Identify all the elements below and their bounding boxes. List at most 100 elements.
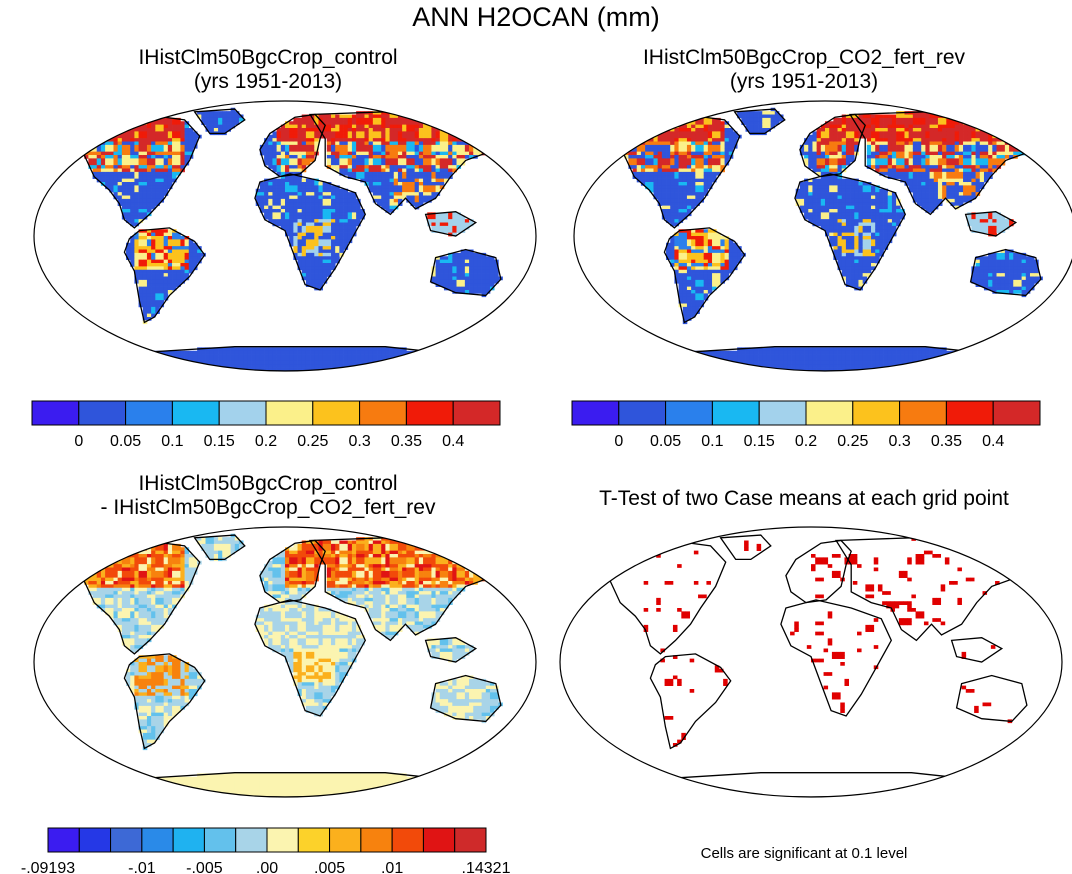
grid-cell: [707, 141, 713, 146]
grid-cell: [134, 131, 139, 136]
grid-cell: [331, 192, 336, 196]
grid-cell: [280, 131, 286, 136]
grid-cell: [670, 178, 675, 183]
grid-cell: [674, 209, 679, 213]
grid-cell: [360, 215, 365, 220]
grid-cell: [389, 185, 395, 190]
grid-cell: [406, 185, 411, 190]
grid-cell: [678, 178, 684, 183]
grid-cell: [385, 151, 390, 156]
grid-cell: [385, 198, 390, 203]
grid-cell: [318, 360, 323, 365]
grid-cell: [494, 263, 499, 267]
grid-cell: [347, 192, 353, 196]
grid-cell: [833, 192, 838, 196]
grid-cell: [406, 161, 411, 166]
grid-cell: [213, 128, 219, 132]
grid-cell: [682, 202, 688, 206]
grid-cell: [473, 279, 478, 284]
grid-cell: [155, 141, 160, 146]
grid-cell: [142, 209, 148, 213]
grid-cell: [829, 151, 834, 156]
grid-cell: [686, 276, 692, 281]
grid-cell: [841, 155, 847, 159]
grid-cell: [498, 128, 503, 132]
grid-cell: [448, 144, 453, 149]
grid-cell: [176, 283, 181, 287]
grid-cell: [804, 155, 809, 159]
grid-cell: [117, 178, 123, 183]
grid-cell: [716, 117, 721, 122]
grid-cell: [381, 360, 386, 365]
grid-cell: [494, 141, 499, 146]
grid-cell: [494, 134, 499, 139]
grid-cell: [134, 205, 139, 210]
grid-cell: [812, 357, 817, 362]
grid-cell: [146, 350, 152, 355]
grid-cell: [393, 364, 399, 368]
grid-cell: [63, 128, 68, 132]
grid-cells: [590, 107, 1043, 371]
grid-cell: [247, 357, 252, 362]
grid-cell: [682, 117, 688, 122]
grid-cell: [113, 138, 119, 142]
grid-cell: [753, 117, 759, 122]
grid-cell: [795, 192, 801, 196]
grid-cell: [829, 367, 834, 371]
grid-cell: [485, 286, 491, 291]
grid-cell: [130, 252, 135, 257]
grid-cell: [293, 360, 298, 365]
grid-cell: [113, 357, 119, 362]
grid-cell: [670, 192, 675, 196]
grid-cell: [113, 144, 119, 149]
grid-cell: [109, 141, 114, 146]
grid-cell: [347, 215, 353, 220]
grid-cell: [397, 134, 403, 139]
grid-cell: [117, 354, 123, 358]
grid-cell: [289, 205, 294, 210]
grid-cell: [473, 286, 478, 291]
grid-cell: [184, 252, 190, 257]
grid-cell: [841, 263, 847, 267]
grid-cell: [389, 205, 395, 210]
grid-cell: [276, 192, 282, 196]
grid-cell: [351, 195, 357, 200]
grid-cell: [301, 236, 307, 240]
grid-cell: [686, 273, 692, 277]
grid-cell: [280, 357, 286, 362]
grid-cell: [389, 195, 395, 200]
grid-cell: [435, 256, 441, 260]
grid-cell: [368, 161, 374, 166]
grid-cell: [812, 151, 817, 156]
grid-cell: [301, 134, 307, 139]
grid-cell: [841, 117, 847, 122]
grid-cell: [155, 202, 160, 206]
grid-cell: [364, 121, 370, 125]
grid-cell: [155, 273, 160, 277]
grid-cell: [272, 198, 277, 203]
grid-cell: [707, 151, 713, 156]
grid-cell: [176, 239, 181, 244]
grid-cell: [632, 141, 638, 146]
grid-cell: [674, 269, 679, 274]
grid-cell: [402, 192, 407, 196]
grid-cell: [452, 273, 457, 277]
grid-cell: [159, 192, 165, 196]
grid-cell: [322, 134, 328, 139]
grid-cell: [268, 357, 273, 362]
grid-cell: [113, 195, 119, 200]
grid-cell: [825, 367, 830, 371]
grid-cell: [347, 354, 353, 358]
grid-cell: [268, 161, 273, 166]
grid-cell: [699, 293, 705, 298]
grid-cell: [657, 188, 663, 193]
grid-cell: [837, 263, 843, 267]
grid-cell: [264, 155, 269, 159]
grid-cell: [368, 357, 374, 362]
grid-cell: [435, 269, 441, 274]
grid-cell: [435, 259, 441, 264]
grid-cell: [222, 347, 227, 352]
grid-cell: [397, 185, 403, 190]
grid-cell: [146, 246, 152, 250]
grid-cell: [418, 178, 424, 183]
